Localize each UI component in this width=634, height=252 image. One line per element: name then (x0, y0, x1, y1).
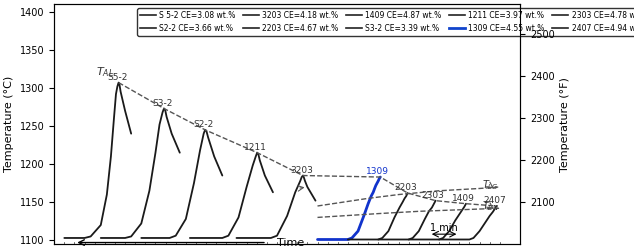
Text: $T_{LG}$: $T_{LG}$ (482, 178, 498, 192)
Text: 2407: 2407 (483, 196, 506, 205)
Text: 1 min: 1 min (430, 223, 458, 233)
Text: S3-2: S3-2 (152, 99, 172, 108)
Y-axis label: Temperature (°F): Temperature (°F) (560, 77, 570, 172)
Text: 1309: 1309 (366, 167, 389, 176)
Text: $T_{AL}$: $T_{AL}$ (96, 65, 114, 79)
Text: 1409: 1409 (452, 194, 475, 203)
Text: 2203: 2203 (395, 183, 418, 192)
Legend: S 5-2 CE=3.08 wt.%, S2-2 CE=3.66 wt.%, 3203 CE=4.18 wt.%, 2203 CE=4.67 wt.%, 140: S 5-2 CE=3.08 wt.%, S2-2 CE=3.66 wt.%, 3… (137, 8, 634, 36)
Text: Time: Time (277, 238, 304, 247)
Text: 1211: 1211 (244, 143, 267, 152)
Text: S2-2: S2-2 (193, 120, 214, 129)
Text: 3203: 3203 (290, 166, 313, 175)
Text: $T_{EN}$: $T_{EN}$ (482, 199, 499, 213)
Text: 2303: 2303 (422, 191, 444, 200)
Y-axis label: Temperature (°C): Temperature (°C) (4, 76, 14, 172)
Text: S5-2: S5-2 (107, 73, 127, 82)
